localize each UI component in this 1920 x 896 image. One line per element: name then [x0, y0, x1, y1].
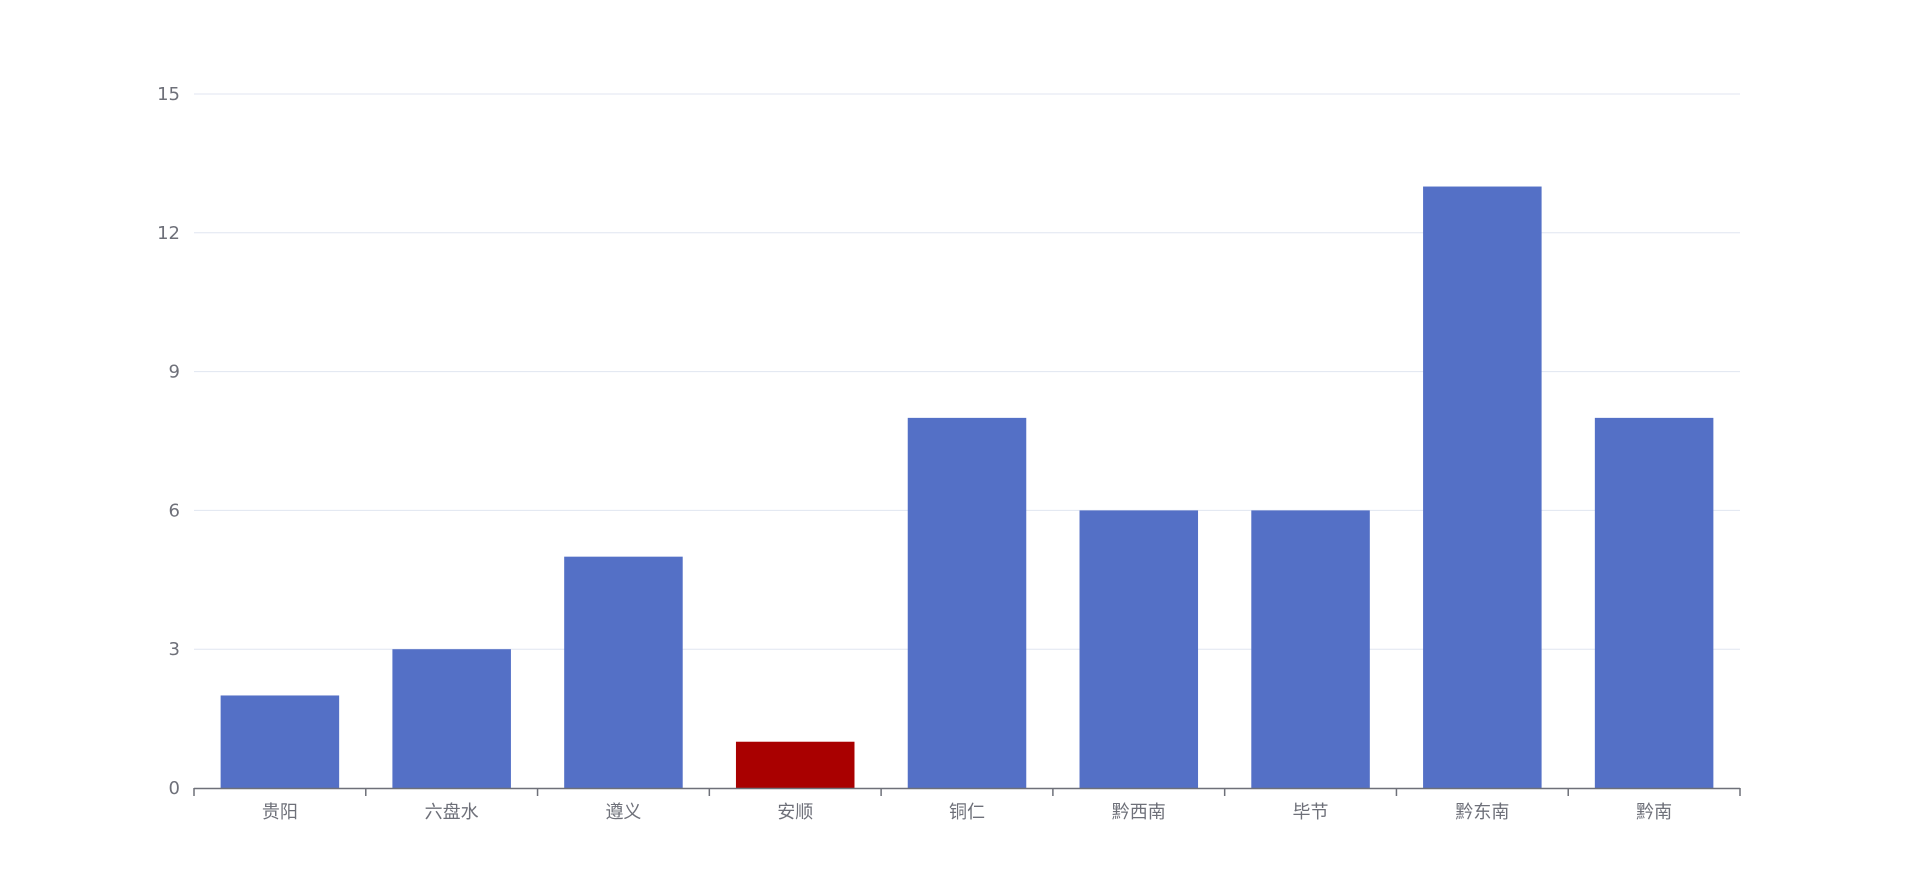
x-tick-label: 铜仁 [949, 802, 985, 823]
y-tick-label: 15 [157, 84, 180, 105]
bar-0[interactable] [220, 695, 340, 788]
x-tick-label: 黔南 [1636, 802, 1672, 823]
y-tick-label: 0 [169, 778, 180, 799]
bar-2[interactable] [564, 556, 683, 788]
bar-7[interactable] [1423, 186, 1542, 789]
bar-8[interactable] [1594, 417, 1714, 788]
x-tick-label: 毕节 [1293, 802, 1329, 823]
bar-6[interactable] [1251, 510, 1370, 788]
x-tick-label: 遵义 [605, 802, 641, 823]
bars [220, 186, 1714, 789]
x-tick-label: 黔东南 [1455, 802, 1509, 823]
x-tick-label: 六盘水 [425, 802, 479, 823]
y-tick-label: 9 [169, 362, 180, 383]
x-tick-label: 黔西南 [1112, 802, 1166, 823]
y-tick-label: 12 [157, 223, 180, 244]
bar-4[interactable] [907, 417, 1027, 788]
y-axis-ticks: 0 3 6 9 12 15 [157, 84, 180, 799]
bar-1[interactable] [392, 649, 511, 788]
x-axis: 贵阳 六盘水 遵义 安顺 铜仁 黔西南 毕节 黔东南 黔南 [193, 787, 1741, 823]
y-tick-label: 3 [169, 639, 180, 660]
x-tick-label: 贵阳 [262, 802, 298, 823]
bar-5[interactable] [1079, 510, 1199, 788]
bar-3[interactable] [735, 741, 855, 788]
x-tick-label: 安顺 [777, 802, 813, 823]
y-tick-label: 6 [169, 500, 180, 521]
